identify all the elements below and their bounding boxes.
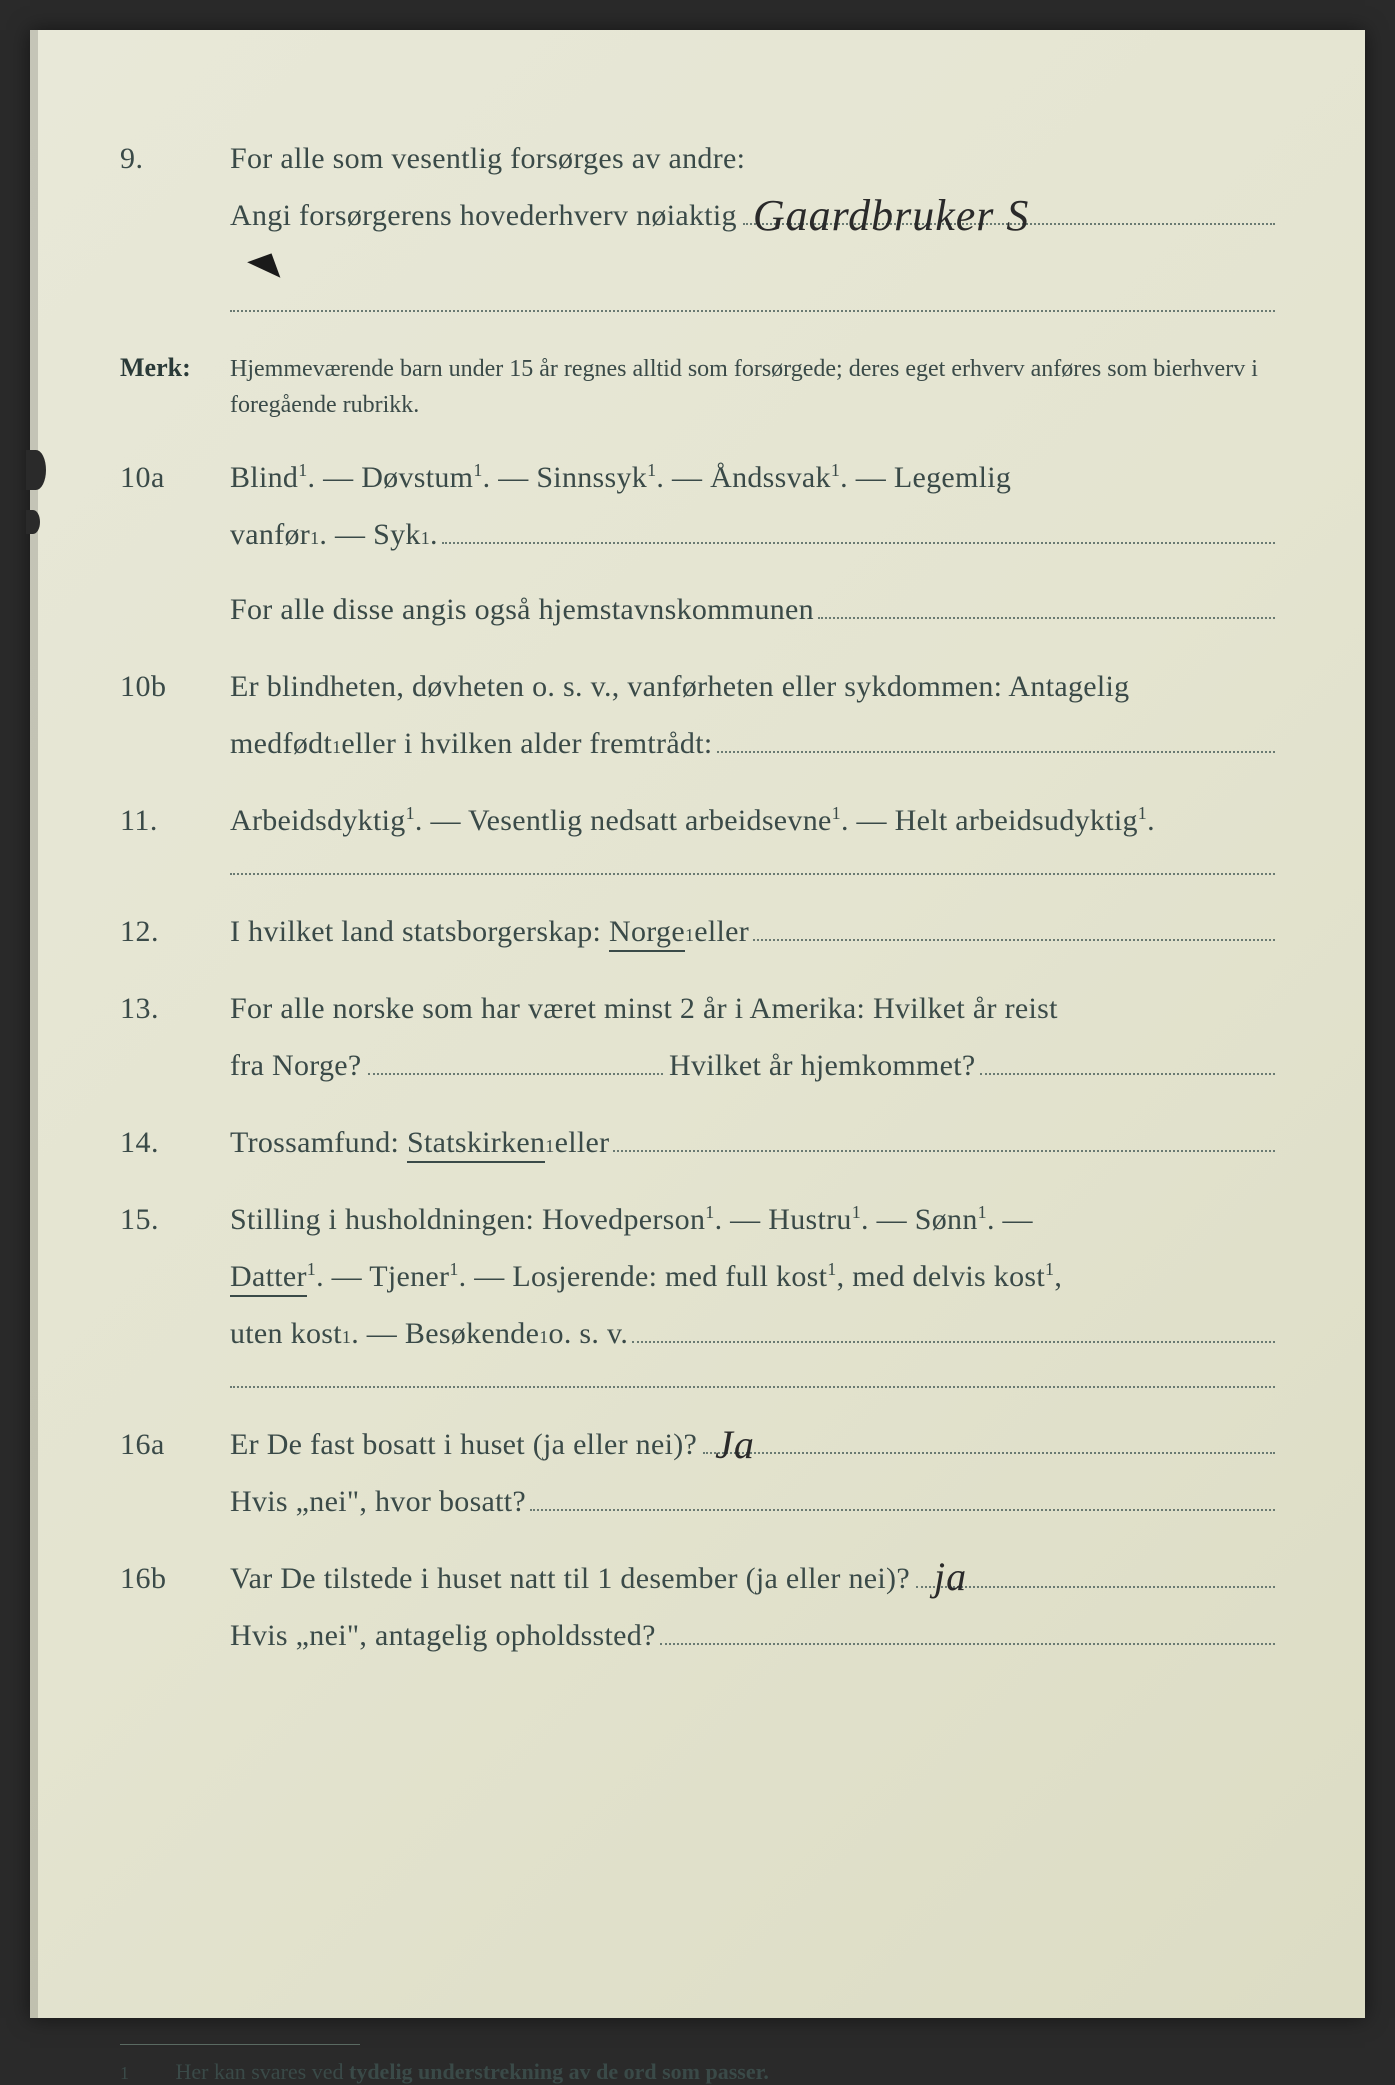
text-line: uten kost1. — Besøkende1 o. s. v. [230, 1305, 1275, 1362]
answer-field [753, 908, 1275, 941]
question-text: Var De tilstede i huset natt til 1 desem… [230, 1550, 1275, 1664]
question-13: 13. For alle norske som har været minst … [120, 980, 1275, 1094]
answer-field: Gaardbruker S [743, 192, 1275, 225]
question-12: 12. I hvilket land statsborgerskap: Norg… [120, 903, 1275, 960]
answer-field: ja [916, 1555, 1275, 1588]
text-line: Hvis „nei", hvor bosatt? [230, 1473, 1275, 1530]
text-line: Stilling i husholdningen: Hovedperson1. … [230, 1191, 1275, 1248]
question-number: 12. [120, 915, 230, 949]
answer-field [530, 1478, 1275, 1511]
label: Angi forsørgerens hovederhverv nøiaktig [230, 187, 737, 244]
question-number: 10a [120, 461, 230, 495]
question-text: Trossamfund: Statskirken1 eller [230, 1114, 1275, 1171]
question-number: 15. [120, 1203, 230, 1237]
question-text: I hvilket land statsborgerskap: Norge1 e… [230, 903, 1275, 960]
question-text: Arbeidsdyktig1. — Vesentlig nedsatt arbe… [230, 792, 1275, 849]
text-line: medfødt1 eller i hvilken alder fremtrådt… [230, 715, 1275, 772]
handwritten-answer: ja [934, 1539, 967, 1615]
page-edge-notch [26, 450, 46, 490]
question-number: 14. [120, 1126, 230, 1160]
answer-field [442, 511, 1275, 544]
note-text: Hjemmeværende barn under 15 år regnes al… [230, 351, 1275, 423]
text-line: Datter1. — Tjener1. — Losjerende: med fu… [230, 1248, 1275, 1305]
answer-field [980, 1042, 1275, 1075]
question-text: Stilling i husholdningen: Hovedperson1. … [230, 1191, 1275, 1362]
text-line: Er De fast bosatt i huset (ja eller nei)… [230, 1416, 1275, 1473]
question-number: 10b [120, 670, 230, 704]
question-9: 9. For alle som vesentlig forsørges av a… [120, 130, 1275, 244]
question-10a: 10a Blind1. — Døvstum1. — Sinnssyk1. — Å… [120, 449, 1275, 638]
question-number: 13. [120, 992, 230, 1026]
note-merk: Merk: Hjemmeværende barn under 15 år reg… [120, 351, 1275, 423]
question-text: Er blindheten, døvheten o. s. v., vanfør… [230, 658, 1275, 772]
text-line: Blind1. — Døvstum1. — Sinnssyk1. — Åndss… [230, 449, 1275, 506]
answer-field [230, 279, 1275, 312]
text-line: Var De tilstede i huset natt til 1 desem… [230, 1550, 1275, 1607]
footnote-text: Her kan svares ved [176, 2059, 350, 2084]
footnote-bold: tydelig understrekning av de ord som pas… [349, 2059, 769, 2084]
answer-field [660, 1612, 1275, 1645]
question-15: 15. Stilling i husholdningen: Hovedperso… [120, 1191, 1275, 1362]
question-text: Er De fast bosatt i huset (ja eller nei)… [230, 1416, 1275, 1530]
handwritten-answer: Gaardbruker S [753, 174, 1030, 258]
text-line: Er blindheten, døvheten o. s. v., vanfør… [230, 658, 1275, 715]
question-number: 11. [120, 804, 230, 838]
blank-fill-row [120, 274, 1275, 331]
text-line: Hvis „nei", antagelig opholdssted? [230, 1607, 1275, 1664]
footnote: 1 Her kan svares ved tydelig understrekn… [120, 2059, 1275, 2085]
section-divider [230, 1386, 1275, 1388]
text-line: For alle disse angis også hjemstavnskomm… [230, 581, 1275, 638]
footnote-number: 1 [120, 2063, 170, 2084]
note-label: Merk: [120, 353, 230, 383]
text-line: fra Norge? Hvilket år hjemkommet? [230, 1037, 1275, 1094]
selected-option: Datter [230, 1260, 307, 1297]
answer-field [818, 586, 1275, 619]
text-line: vanfør1. — Syk1. [230, 506, 1275, 563]
question-14: 14. Trossamfund: Statskirken1 eller [120, 1114, 1275, 1171]
question-10b: 10b Er blindheten, døvheten o. s. v., va… [120, 658, 1275, 772]
question-number: 9. [120, 142, 230, 176]
question-number: 16a [120, 1428, 230, 1462]
selected-option: Statskirken [399, 1114, 545, 1171]
question-text: For alle norske som har været minst 2 år… [230, 980, 1275, 1094]
answer-field [613, 1119, 1275, 1152]
page-edge-notch [26, 510, 40, 534]
question-16a: 16a Er De fast bosatt i huset (ja eller … [120, 1416, 1275, 1530]
census-form-page: ◥ 9. For alle som vesentlig forsørges av… [30, 30, 1365, 2018]
answer-field [717, 720, 1276, 753]
handwritten-answer: Ja [715, 1407, 755, 1483]
answer-field [632, 1310, 1275, 1343]
section-divider [230, 873, 1275, 875]
answer-field: Ja [703, 1421, 1275, 1454]
question-11: 11. Arbeidsdyktig1. — Vesentlig nedsatt … [120, 792, 1275, 849]
question-number: 16b [120, 1562, 230, 1596]
text-line: For alle norske som har været minst 2 år… [230, 980, 1275, 1037]
selected-option: Norge [601, 903, 685, 960]
answer-field [368, 1042, 663, 1075]
question-text: For alle som vesentlig forsørges av andr… [230, 130, 1275, 244]
question-16b: 16b Var De tilstede i huset natt til 1 d… [120, 1550, 1275, 1664]
fill-line: Angi forsørgerens hovederhverv nøiaktig … [230, 187, 1275, 244]
question-text: Blind1. — Døvstum1. — Sinnssyk1. — Åndss… [230, 449, 1275, 638]
footnote-rule [120, 2044, 360, 2045]
